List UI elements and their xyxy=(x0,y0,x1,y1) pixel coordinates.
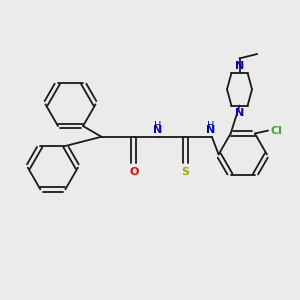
Text: H: H xyxy=(207,122,214,131)
Text: S: S xyxy=(181,167,189,177)
Text: O: O xyxy=(129,167,139,177)
Text: N: N xyxy=(235,61,244,71)
Text: N: N xyxy=(153,125,162,135)
Text: Cl: Cl xyxy=(270,126,282,136)
Text: N: N xyxy=(206,125,215,135)
Text: N: N xyxy=(235,108,244,118)
Text: H: H xyxy=(154,122,161,131)
